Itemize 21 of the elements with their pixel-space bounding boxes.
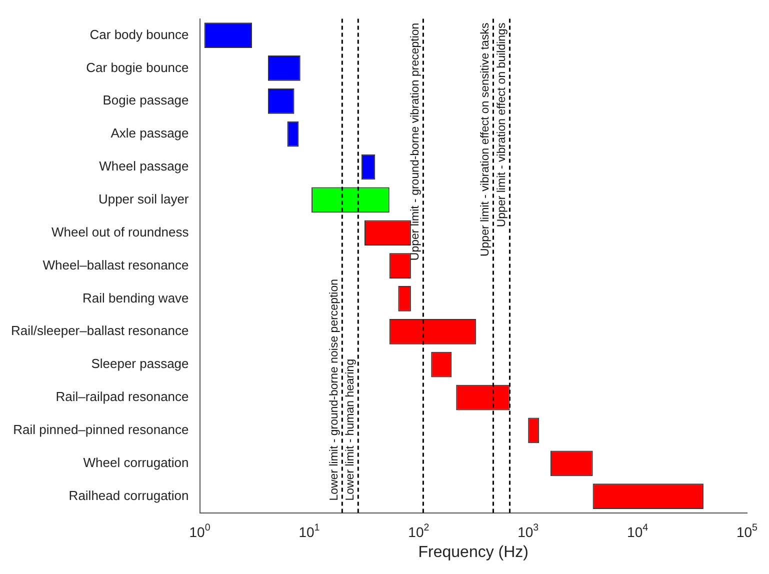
ref-line-label: Upper limit - ground-borne vibration preception [410, 22, 422, 261]
ref-line-label: Upper limit - vibration effect on buildings [496, 22, 508, 228]
ref-line-label: Lower limit - ground-borne noise perception [328, 278, 341, 501]
y-tick-label: Upper soil layer [98, 192, 190, 207]
x-axis-title: Frequency (Hz) [418, 544, 529, 561]
ref-line-label: Upper limit - vibration effect on sensitive tasks [480, 22, 492, 257]
y-tick-label: Rail pinned–pinned resonance [13, 422, 189, 438]
y-tick-label: Wheel out of roundness [51, 224, 190, 240]
y-tick-label: Wheel passage [99, 158, 189, 174]
y-tick-label: Wheel–ballast resonance [42, 257, 189, 272]
y-tick-label: Bogie passage [102, 92, 189, 108]
y-tick-label: Sleeper passage [91, 356, 189, 372]
y-tick-label: Wheel corrugation [83, 454, 189, 470]
y-tick-label: Axle passage [110, 126, 189, 141]
y-tick-label: Car bogie bounce [86, 60, 189, 75]
y-tick-label: Rail–railpad resonance [56, 389, 189, 404]
y-tick-label: Rail bending wave [82, 290, 189, 306]
ref-line-label: Lower limit - human hearing [344, 358, 357, 501]
y-tick-label: Railhead corrugation [68, 488, 189, 503]
y-tick-label: Rail/sleeper–ballast resonance [10, 323, 189, 338]
y-tick-label: Car body bounce [90, 26, 189, 42]
